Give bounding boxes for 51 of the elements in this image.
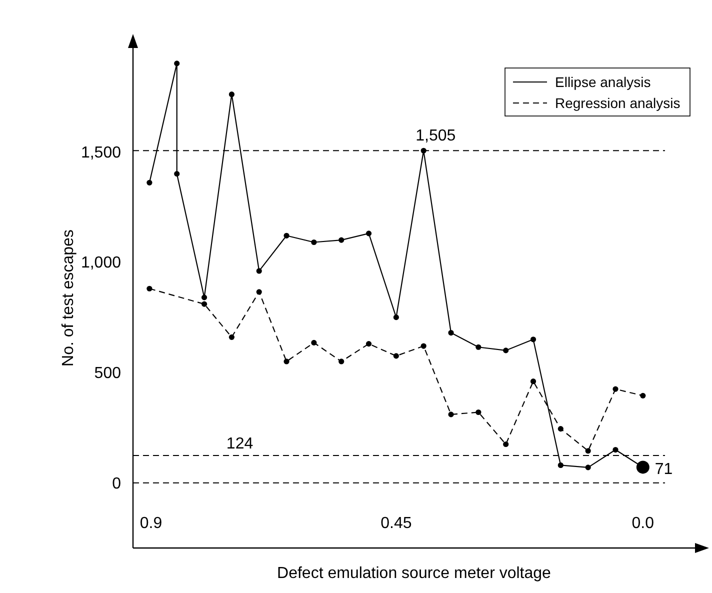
point bbox=[228, 334, 234, 340]
x-tick-label: 0.45 bbox=[380, 515, 412, 532]
point bbox=[558, 426, 564, 432]
annotation: 1,505 bbox=[416, 128, 456, 145]
point bbox=[284, 232, 290, 238]
point bbox=[174, 171, 180, 177]
point bbox=[201, 294, 208, 300]
point bbox=[585, 464, 591, 470]
point bbox=[448, 330, 454, 336]
y-tick-label: 0 bbox=[112, 475, 122, 492]
ref-line-label: 124 bbox=[226, 436, 254, 453]
point bbox=[338, 358, 344, 364]
point bbox=[420, 148, 426, 154]
point bbox=[530, 336, 536, 342]
point bbox=[256, 268, 262, 274]
point bbox=[146, 286, 152, 292]
point bbox=[612, 386, 618, 392]
x-axis-title: Defect emulation source meter voltage bbox=[277, 565, 552, 582]
point bbox=[420, 343, 426, 349]
y-tick-label: 1,500 bbox=[80, 144, 122, 162]
point bbox=[530, 378, 536, 384]
point bbox=[201, 301, 208, 307]
point bbox=[558, 462, 564, 468]
point bbox=[174, 60, 180, 66]
x-tick-label: 0.0 bbox=[632, 515, 654, 532]
point bbox=[284, 358, 290, 364]
x-tick-label: 0.9 bbox=[140, 515, 162, 532]
y-axis-title: No. of test escapes bbox=[60, 230, 77, 366]
legend-label: Ellipse analysis bbox=[555, 74, 651, 90]
y-tick-label: 1,000 bbox=[80, 254, 122, 272]
point bbox=[476, 409, 482, 416]
annotation: 71 bbox=[654, 461, 673, 478]
point bbox=[311, 340, 317, 346]
point bbox=[503, 441, 509, 448]
point bbox=[393, 353, 399, 359]
point bbox=[585, 448, 591, 454]
point bbox=[366, 341, 372, 347]
point bbox=[146, 180, 152, 186]
point bbox=[228, 92, 234, 98]
point bbox=[612, 446, 618, 453]
point bbox=[256, 289, 262, 295]
point bbox=[393, 314, 399, 320]
point bbox=[311, 239, 317, 246]
point bbox=[476, 344, 482, 350]
point bbox=[503, 348, 509, 354]
point bbox=[448, 412, 454, 418]
point bbox=[366, 230, 372, 236]
point bbox=[338, 237, 344, 243]
point bbox=[640, 392, 646, 398]
legend-label: Regression analysis bbox=[555, 94, 680, 111]
y-tick-label: 500 bbox=[94, 365, 122, 382]
